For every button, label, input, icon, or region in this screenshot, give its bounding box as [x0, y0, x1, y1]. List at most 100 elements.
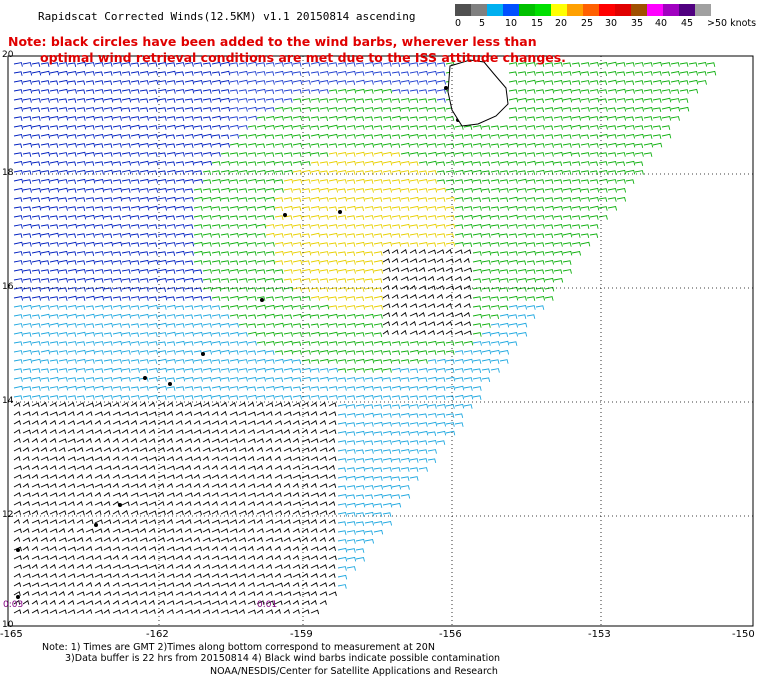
wind-barb	[409, 242, 419, 247]
wind-barb	[256, 80, 266, 85]
wind-barb	[157, 501, 165, 506]
wind-barb	[382, 329, 389, 335]
wind-barb	[112, 223, 122, 229]
wind-barb	[355, 403, 366, 409]
wind-barb	[166, 428, 174, 434]
wind-barb	[382, 303, 391, 309]
wind-barb	[265, 215, 275, 220]
wind-barb	[292, 420, 300, 425]
wind-barb	[148, 133, 159, 139]
wind-barb	[373, 142, 384, 148]
wind-barb	[256, 287, 266, 292]
wind-barb	[616, 62, 626, 67]
wind-barb	[301, 572, 309, 578]
wind-barb	[472, 251, 482, 256]
wind-barb	[274, 143, 284, 148]
wind-barb	[508, 251, 518, 256]
wind-barb	[364, 485, 374, 490]
wind-barb	[67, 152, 77, 157]
wind-barb	[202, 323, 212, 328]
wind-barb	[175, 492, 183, 497]
wind-barb	[391, 350, 401, 356]
wind-barb	[184, 546, 192, 551]
wind-barb	[427, 385, 438, 391]
wind-barb	[283, 537, 291, 542]
wind-barb	[175, 546, 184, 552]
wind-barb	[193, 160, 204, 166]
wind-barb	[148, 160, 159, 166]
wind-barb	[463, 257, 470, 263]
wind-barb	[76, 98, 86, 103]
wind-barb	[265, 323, 275, 328]
wind-barb	[562, 97, 573, 103]
wind-barb	[463, 214, 474, 220]
wind-barb	[409, 320, 417, 326]
wind-barb	[202, 537, 211, 543]
wind-barb	[328, 492, 336, 497]
wind-barb	[175, 197, 185, 202]
wind-barb	[355, 196, 366, 202]
wind-barb	[103, 500, 111, 506]
wind-barb	[382, 206, 392, 211]
wind-barb	[508, 170, 518, 175]
wind-barb	[166, 80, 176, 85]
wind-barb	[571, 88, 582, 94]
wind-barb	[121, 582, 130, 588]
wind-barb	[166, 107, 176, 112]
wind-barb	[238, 411, 247, 417]
wind-barb	[157, 125, 167, 130]
wind-barb	[22, 106, 33, 112]
wind-barb	[310, 251, 320, 256]
wind-barb	[121, 491, 129, 497]
wind-barb	[364, 368, 374, 373]
wind-barb	[247, 287, 257, 293]
wind-barb	[463, 386, 473, 391]
wind-barb	[220, 260, 230, 265]
wind-barb	[238, 134, 248, 139]
wind-barb	[292, 564, 301, 570]
wind-barb	[229, 600, 237, 605]
wind-barb	[508, 152, 518, 157]
wind-barb	[688, 62, 698, 67]
wind-barb	[112, 500, 120, 506]
wind-barb	[49, 368, 59, 373]
wind-barb	[139, 368, 149, 374]
wind-barb	[157, 429, 166, 435]
wind-barb	[103, 259, 114, 265]
wind-barb	[220, 420, 228, 425]
wind-barb	[400, 188, 410, 193]
wind-barb	[202, 286, 213, 292]
wind-barb	[229, 71, 239, 76]
wind-barb	[346, 512, 356, 517]
wind-barb	[625, 71, 635, 76]
wind-barb	[166, 151, 177, 157]
contamination-circle	[16, 595, 20, 599]
wind-barb	[67, 241, 78, 247]
wind-barb	[400, 267, 409, 273]
wind-barb	[436, 197, 446, 202]
wind-barb	[463, 367, 473, 373]
wind-barb	[103, 386, 113, 391]
wind-barb	[319, 259, 329, 265]
wind-barb	[220, 314, 230, 319]
wind-barb	[40, 528, 48, 533]
wind-barb	[598, 197, 608, 202]
wind-barb	[22, 296, 32, 302]
wind-barb	[112, 296, 122, 301]
wind-barb	[121, 259, 132, 265]
wind-barb	[139, 501, 148, 507]
wind-barb	[472, 214, 483, 220]
wind-barb	[112, 179, 122, 184]
wind-barb	[148, 411, 157, 417]
wind-barb	[328, 411, 337, 417]
wind-barb	[13, 395, 23, 400]
wind-barb	[22, 98, 32, 103]
wind-barb	[454, 312, 463, 318]
wind-barb	[94, 402, 103, 408]
wind-barb	[157, 600, 166, 606]
wind-barb	[355, 332, 365, 337]
wind-barb	[85, 62, 95, 67]
wind-barb	[283, 447, 292, 453]
wind-barb	[436, 170, 446, 176]
wind-barb	[427, 143, 437, 148]
